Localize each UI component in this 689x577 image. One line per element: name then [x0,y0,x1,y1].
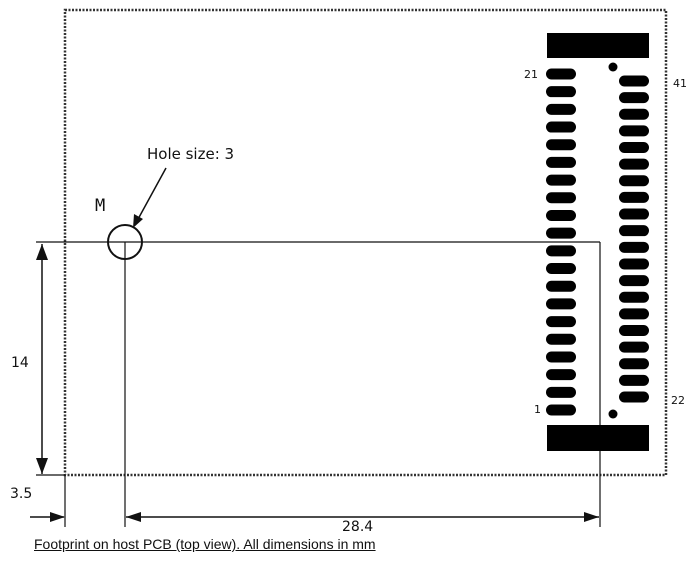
connector-pad-right [619,324,649,336]
dim-height-arrow-bottom [36,458,48,474]
dim-offset-arrow [50,512,65,522]
connector-pad-left [546,333,576,345]
connector-pad-left [546,351,576,363]
connector-pad-right [619,258,649,270]
connector-pad-right [619,308,649,320]
pin-marker-dot-top [608,62,618,72]
connector-pad-right [619,125,649,137]
connector-pad-left [546,174,576,186]
connector-pad-left [546,227,576,239]
pin-label-41: 41 [673,77,687,90]
hole-callout-arrowhead [133,214,143,228]
connector-pad-right [619,175,649,187]
hole-callout-leader [136,167,167,222]
dim-width-arrow-right [584,512,599,522]
connector-pad-left [546,86,576,98]
connector-pad-right [619,358,649,370]
connector-pad-left [546,68,576,80]
pad-column-right [619,75,649,403]
connector-pad-right [619,341,649,353]
connector-pad-left [546,386,576,398]
figure-caption: Footprint on host PCB (top view). All di… [34,536,376,552]
dim-width-arrow-left [126,512,141,522]
connector-pad-left [546,121,576,133]
dim-width-label: 28.4 [342,519,374,535]
connector-pad-right [619,391,649,403]
connector-pad-left [546,280,576,292]
connector-pad-left [546,404,576,416]
connector-pad-right [619,275,649,287]
connector-pad-left [546,298,576,310]
connector-pad-right [619,374,649,386]
pin-marker-dot-bottom [608,409,618,419]
connector-pad-right [619,92,649,104]
connector-pad-left [546,263,576,275]
connector-pad-right [619,291,649,303]
connector-pad-left [546,156,576,168]
board-outline [63,8,668,477]
pin-label-1: 1 [534,403,541,416]
dim-height-arrow-top [36,244,48,260]
hole-size-label: Hole size: 3 [147,145,235,163]
connector-pad-left [546,316,576,328]
connector-pad-right [619,158,649,170]
pin-label-22: 22 [671,394,685,407]
connector-pad-left [546,192,576,204]
pad-column-left [546,68,576,416]
mounting-hole [107,224,143,260]
connector-pad-left [546,209,576,221]
mount-label: M [95,196,106,216]
connector-shield-top [547,33,649,58]
connector-pad-left [546,139,576,151]
connector-pad-left [546,245,576,257]
connector-pad-right [619,142,649,154]
dim-offset-label: 3.5 [10,486,33,502]
connector-pad-right [619,225,649,237]
connector-pad-left [546,369,576,381]
pin-label-21: 21 [524,68,538,81]
dim-height-label: 14 [11,355,29,371]
connector-pad-right [619,208,649,220]
connector-pad-right [619,241,649,253]
connector-pad-right [619,108,649,120]
connector-pad-right [619,75,649,87]
connector-shield-bottom [547,425,649,451]
connector-pad-left [546,103,576,115]
connector-pad-right [619,191,649,203]
